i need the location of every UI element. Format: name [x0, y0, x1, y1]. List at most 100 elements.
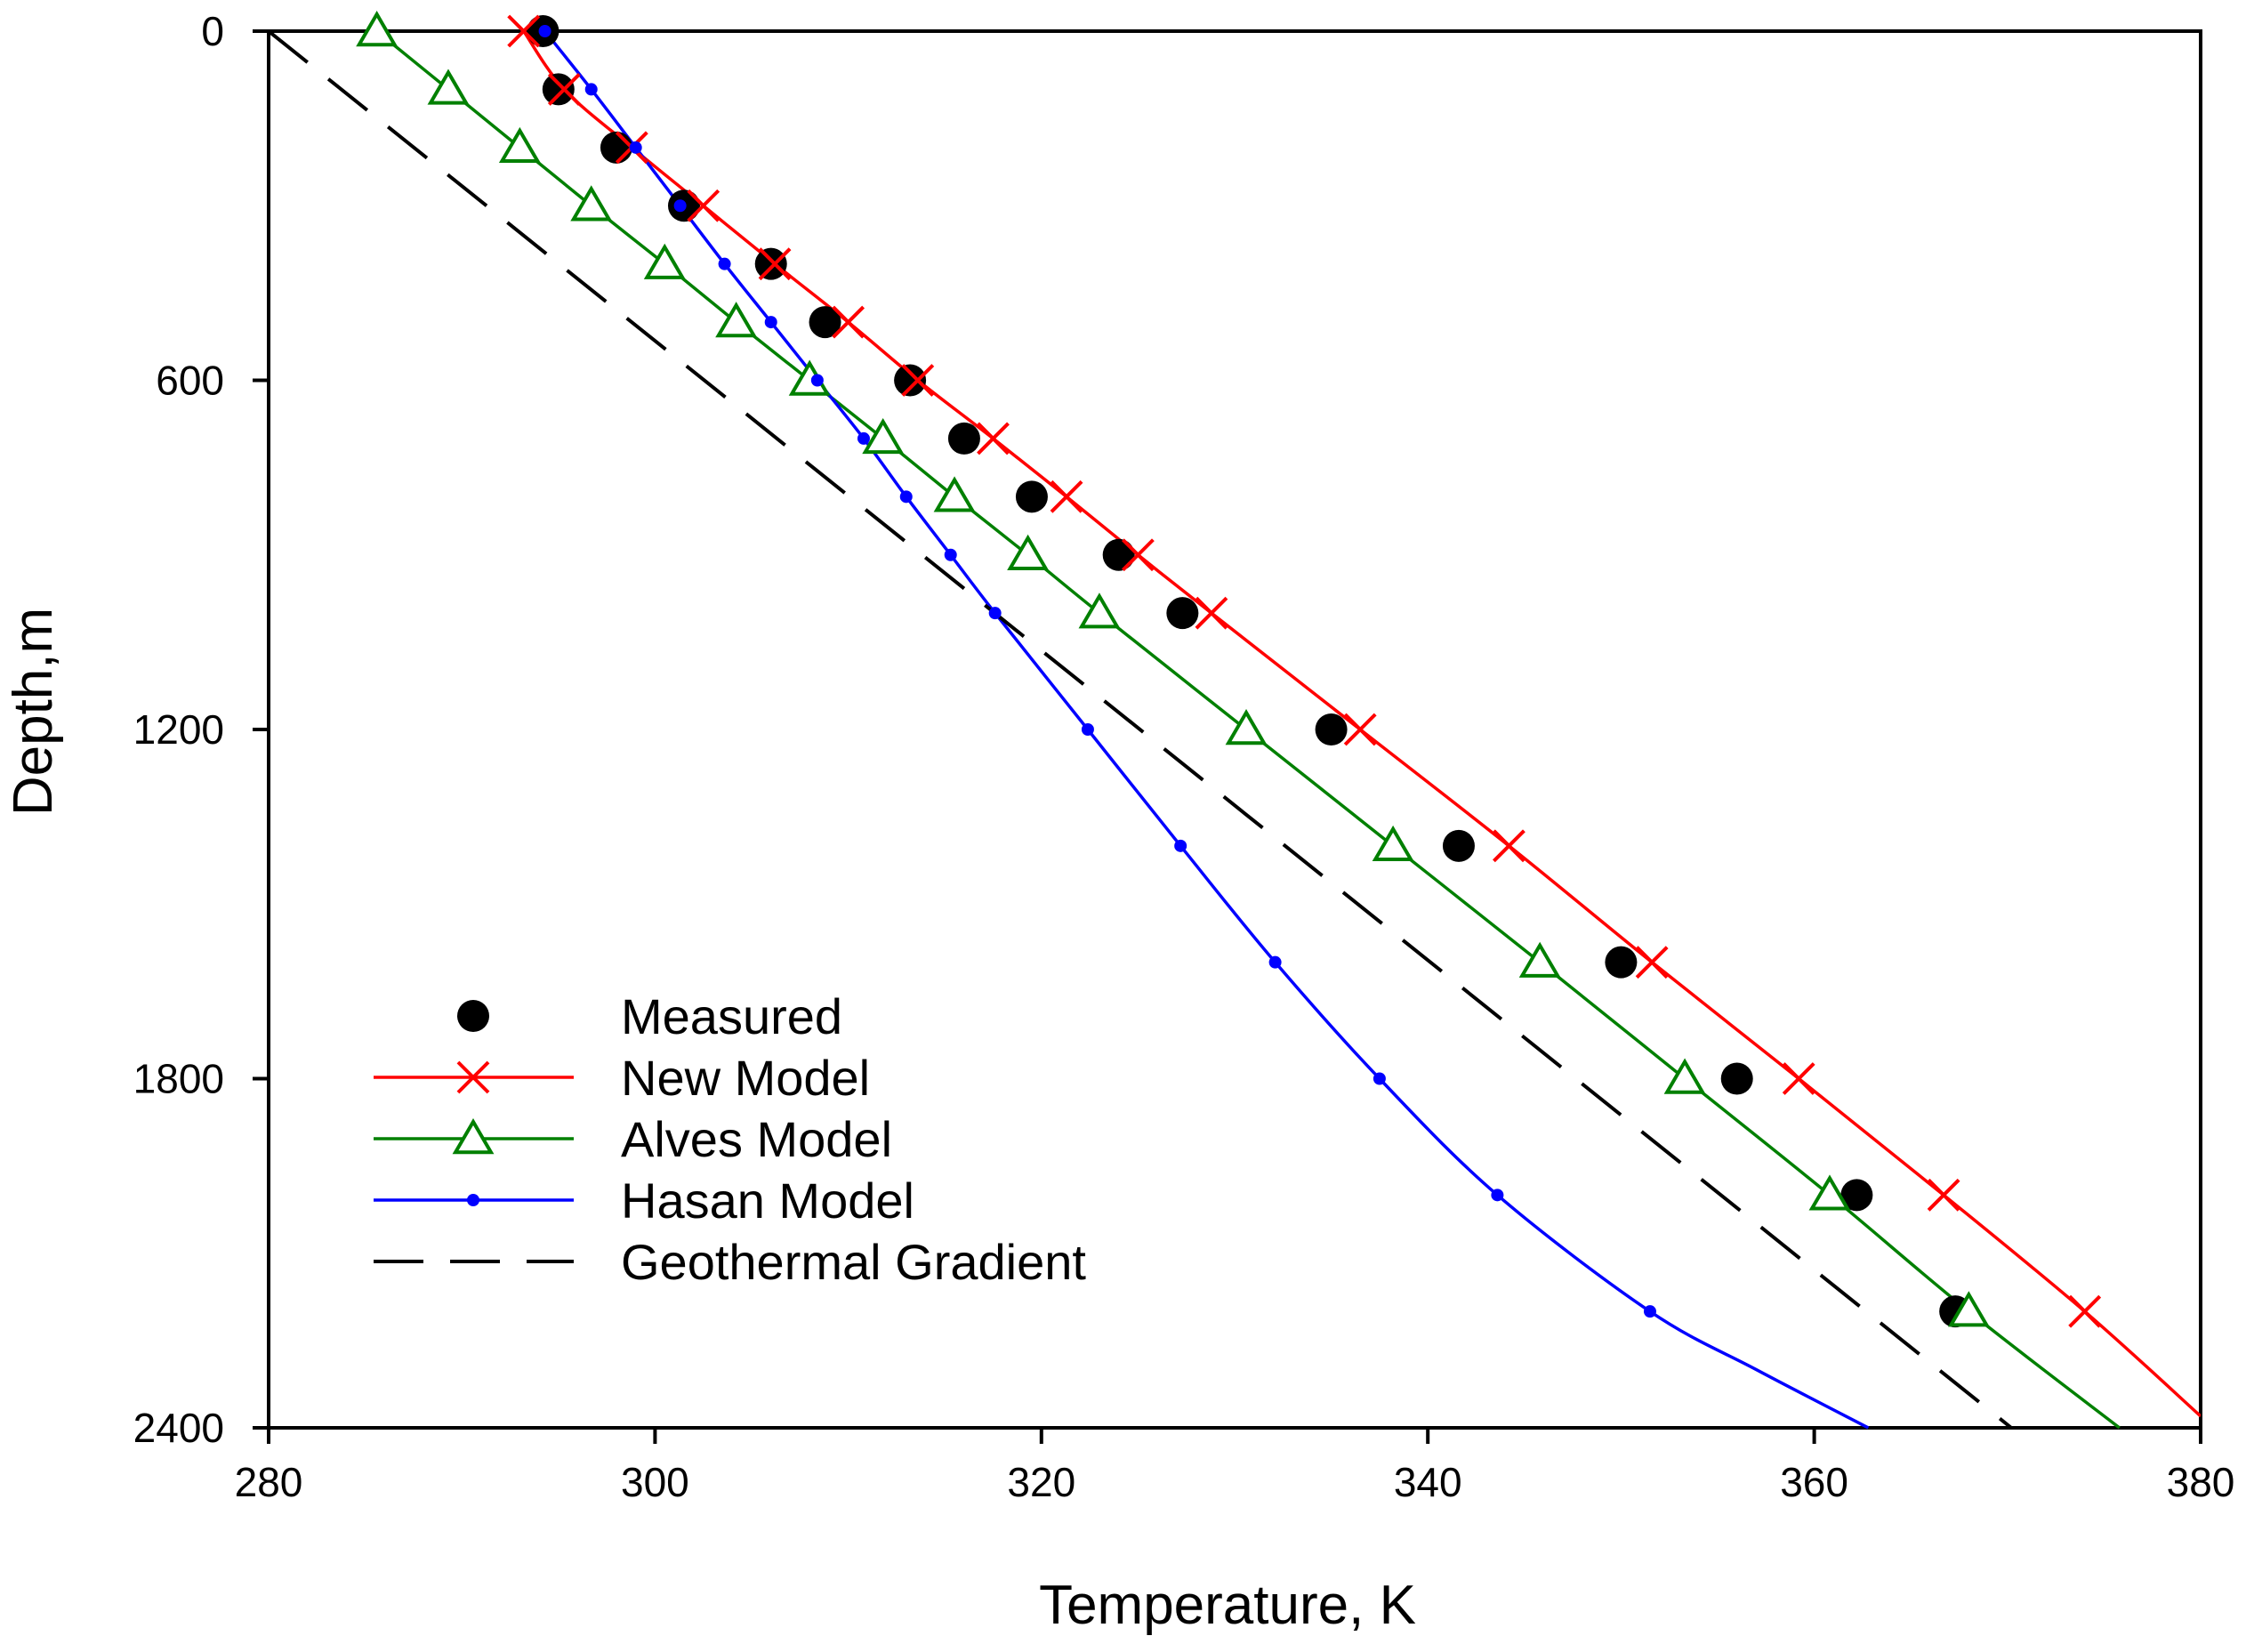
legend-label: Measured	[621, 988, 842, 1044]
series-new-model-point-15	[1927, 1178, 1960, 1212]
series-measured-point-9	[1102, 538, 1135, 571]
series-new-model-point-0	[507, 14, 541, 48]
x-axis-title: Temperature, K	[1039, 1575, 1416, 1636]
series-alves-model-markers	[356, 11, 1990, 1327]
y-tick-label-1200: 1200	[133, 706, 224, 753]
series-hasan-model-point-1	[584, 83, 598, 96]
series-alves-model-point-2	[498, 126, 541, 164]
series-alves-model-point-0	[356, 11, 398, 47]
legend-item-alves-model: Alves Model	[374, 1111, 892, 1167]
series-geothermal-gradient-line	[269, 29, 2013, 1430]
series-hasan-model-point-3	[673, 199, 687, 213]
series-hasan-model-point-13	[1268, 955, 1282, 969]
series-measured-point-5	[809, 306, 841, 339]
x-tick-label-340: 340	[1394, 1459, 1462, 1505]
series-hasan-model-point-11	[1081, 723, 1094, 736]
series-new-model-markers	[507, 14, 2102, 1328]
legend-marker	[467, 1194, 479, 1206]
series-measured-point-6	[894, 364, 927, 397]
series-new-model-point-5	[832, 305, 865, 339]
series-hasan-model-point-14	[1373, 1072, 1386, 1085]
series-new-model-point-7	[977, 422, 1010, 455]
series-layer	[269, 11, 2201, 1430]
series-new-model-point-10	[1195, 596, 1228, 630]
series-alves-model-point-1	[427, 68, 470, 105]
legend-label: Alves Model	[621, 1111, 892, 1167]
series-alves-model-point-13	[1518, 941, 1561, 978]
series-new-model-point-8	[1050, 479, 1083, 513]
series-alves-model-point-14	[1663, 1058, 1706, 1094]
legend-label: New Model	[621, 1050, 870, 1106]
series-new-model-point-14	[1782, 1062, 1815, 1095]
x-tick-label-280: 280	[235, 1459, 303, 1505]
series-hasan-model-point-2	[629, 141, 642, 154]
y-tick-label-0: 0	[201, 8, 224, 54]
series-measured-point-11	[1315, 713, 1348, 745]
series-alves-model-point-5	[715, 302, 758, 338]
series-new-model-point-9	[1121, 538, 1155, 572]
series-measured-point-12	[1442, 829, 1475, 862]
series-alves-model-point-12	[1372, 825, 1414, 862]
series-new-model-point-13	[1635, 946, 1669, 979]
series-measured-point-4	[754, 247, 787, 280]
series-alves-model-point-3	[570, 185, 613, 222]
series-new-model-point-12	[1493, 829, 1526, 863]
legend-label: Hasan Model	[621, 1173, 914, 1229]
series-alves-model-point-10	[1078, 592, 1121, 629]
series-new-model-line	[522, 29, 2201, 1418]
series-alves-model-point-7	[862, 417, 905, 455]
legend-item-new-model: New Model	[374, 1050, 870, 1106]
x-tick-label-360: 360	[1780, 1459, 1848, 1505]
x-tick-label-300: 300	[621, 1459, 689, 1505]
series-alves-model-point-8	[933, 476, 976, 512]
series-new-model-point-3	[687, 189, 720, 222]
series-measured-markers	[527, 15, 1972, 1328]
series-alves-model-point-9	[1007, 534, 1050, 570]
series-measured-point-7	[947, 422, 980, 455]
legend-marker	[456, 1060, 490, 1094]
axes-layer: 280 300 320 340 360 380 0 600 1200 1800 2400	[133, 8, 2235, 1505]
series-new-model-point-11	[1343, 713, 1377, 746]
series-hasan-model-markers	[538, 25, 1656, 1318]
legend-marker	[457, 1000, 489, 1032]
x-tick-label-380: 380	[2167, 1459, 2235, 1505]
legend-item-hasan-model: Hasan Model	[374, 1173, 914, 1229]
series-alves-model-point-16	[1947, 1291, 1990, 1327]
series-hasan-model-point-8	[899, 490, 913, 504]
series-hasan-model-point-12	[1174, 839, 1187, 852]
series-new-model-point-4	[758, 247, 792, 281]
legend-label: Geothermal Gradient	[621, 1234, 1086, 1290]
series-measured-point-10	[1166, 597, 1199, 630]
series-measured-point-13	[1605, 946, 1638, 979]
series-hasan-model-point-10	[988, 607, 1002, 620]
y-tick-label-600: 600	[156, 358, 224, 404]
series-hasan-model-point-9	[944, 548, 957, 561]
series-alves-model-point-11	[1225, 709, 1268, 745]
series-hasan-model-point-4	[718, 257, 731, 270]
series-hasan-model-point-5	[764, 316, 777, 329]
series-hasan-model-point-0	[538, 25, 551, 37]
legend-item-geothermal-gradient: Geothermal Gradient	[374, 1234, 1086, 1290]
series-new-model-point-16	[2068, 1294, 2102, 1328]
series-new-model-point-6	[901, 364, 935, 397]
series-alves-model-point-15	[1808, 1174, 1851, 1211]
series-alves-model-point-4	[643, 243, 686, 279]
series-hasan-model-point-7	[857, 431, 870, 445]
series-hasan-model-point-6	[810, 374, 824, 387]
series-measured-point-14	[1720, 1062, 1753, 1095]
series-measured-point-1	[542, 73, 575, 106]
series-hasan-model-point-16	[1643, 1305, 1656, 1318]
series-measured-point-2	[600, 131, 632, 164]
x-tick-label-320: 320	[1007, 1459, 1075, 1505]
y-tick-label-1800: 1800	[133, 1056, 224, 1102]
y-axis-title: Depth,m	[3, 608, 64, 816]
series-new-model-point-1	[547, 73, 581, 106]
series-measured-point-8	[1015, 480, 1048, 513]
series-measured-point-15	[1840, 1179, 1873, 1212]
series-hasan-model-point-15	[1491, 1189, 1504, 1202]
legend-item-measured: Measured	[457, 988, 842, 1044]
legend-marker	[452, 1118, 495, 1155]
y-tick-label-2400: 2400	[133, 1405, 224, 1451]
